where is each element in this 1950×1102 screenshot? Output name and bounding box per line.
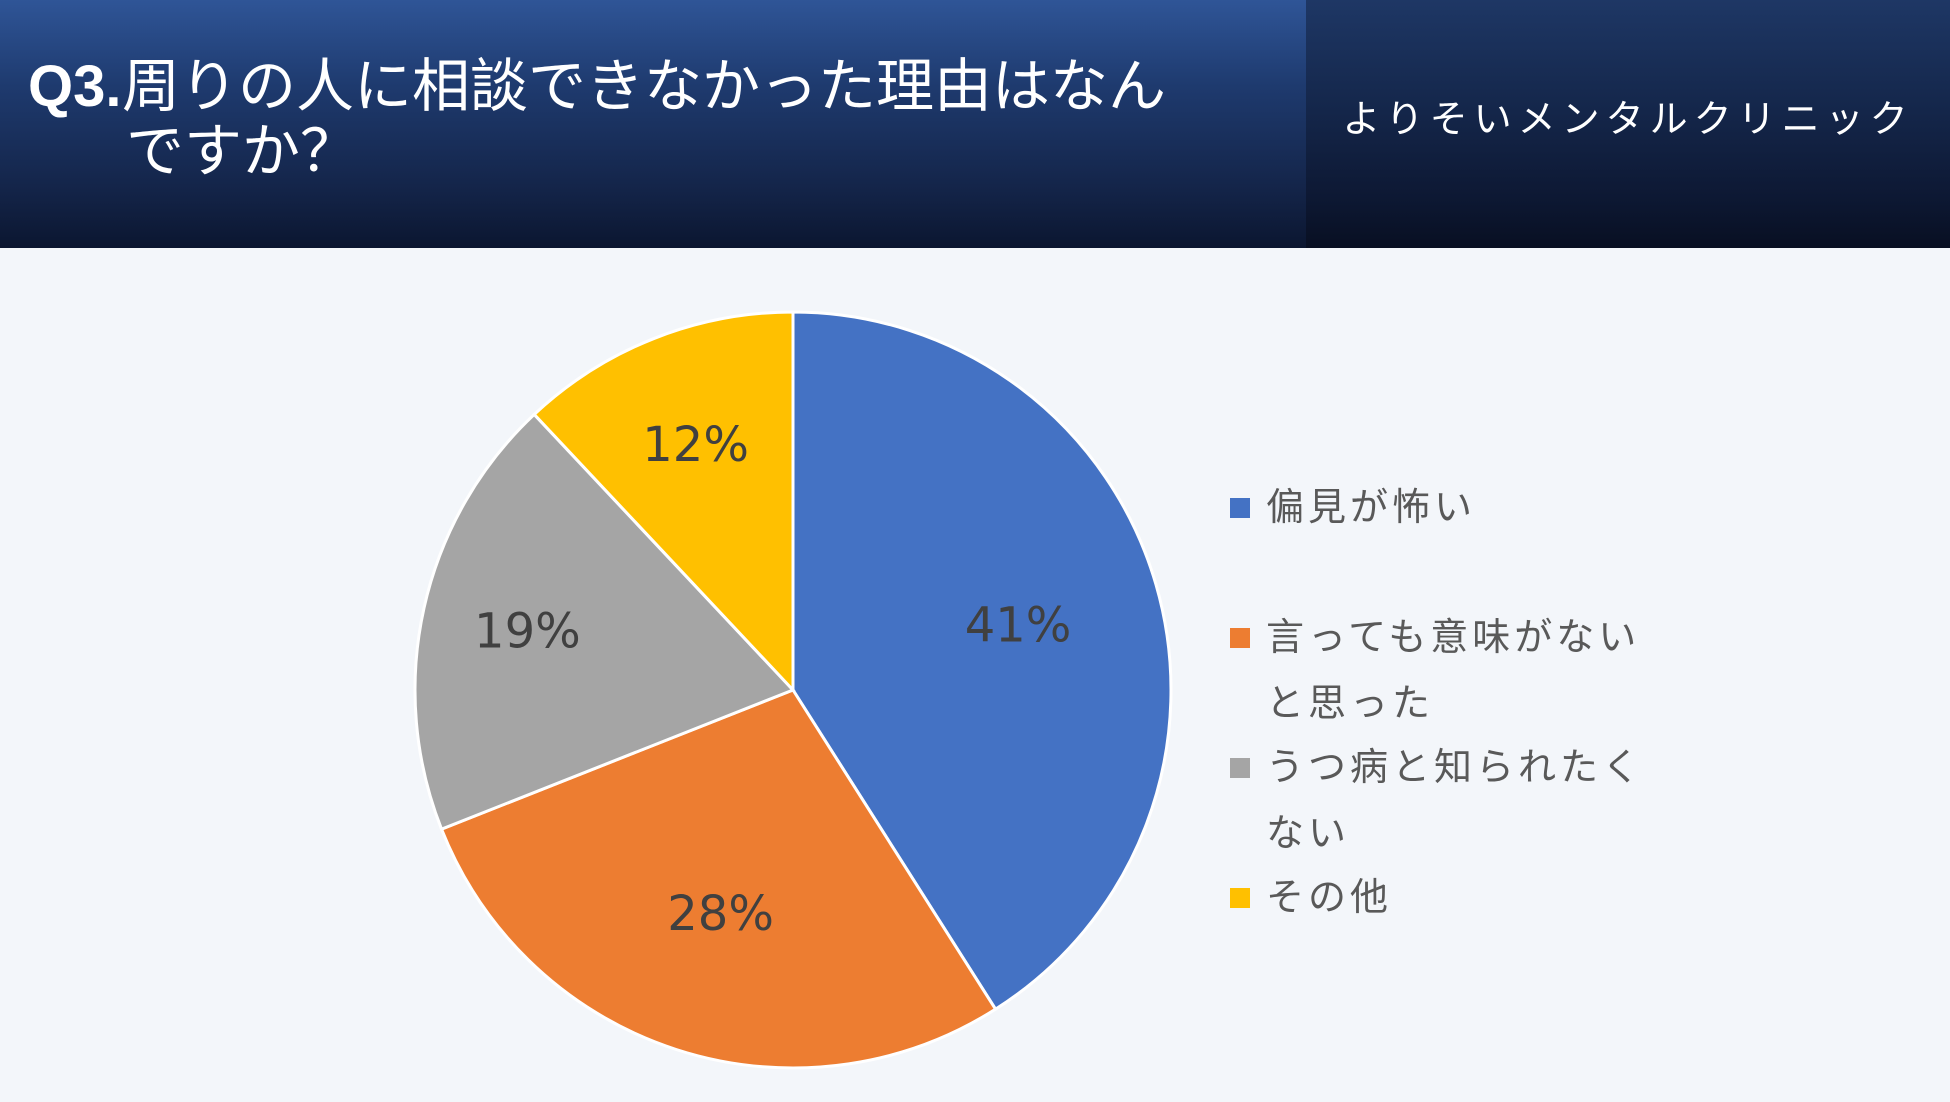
- pie-slices: [413, 310, 1173, 1070]
- pie-data-label: 12%: [642, 417, 749, 473]
- legend-label-line2: ない: [1266, 811, 1351, 855]
- legend-swatch-gray: [1230, 758, 1250, 778]
- pie-data-label: 19%: [474, 604, 581, 660]
- legend-label-line1: その他: [1266, 875, 1393, 919]
- pie-slice-pointless: [439, 688, 998, 1070]
- pie-data-labels: 41% 28% 19% 12%: [474, 417, 1071, 942]
- legend-label: 偏見が怖い: [1266, 474, 1666, 540]
- legend-label-line1: 言っても意味がない: [1266, 615, 1641, 659]
- legend-label: 言っても意味がない と思った: [1266, 604, 1666, 736]
- page-title: Q3.周りの人に相談できなかった理由はなん ですか？: [28, 54, 1278, 183]
- legend-label-line1: うつ病と知られたく: [1266, 745, 1645, 789]
- title-line-2: ですか？: [126, 117, 359, 185]
- question-number: Q3.: [28, 54, 122, 119]
- pie-data-label: 28%: [667, 886, 774, 942]
- legend-label-line1: 偏見が怖い: [1266, 485, 1477, 529]
- legend-label-line2: と思った: [1266, 681, 1435, 725]
- legend-swatch-orange: [1230, 628, 1250, 648]
- clinic-name: よりそいメンタルクリニック: [1342, 97, 1914, 141]
- pie-slice-depression: [413, 412, 796, 832]
- legend-label: その他: [1266, 864, 1666, 930]
- legend-swatch-yellow: [1230, 888, 1250, 908]
- legend-label: うつ病と知られたく ない: [1266, 734, 1666, 866]
- legend-swatch-blue: [1230, 498, 1250, 518]
- brand-panel: [1306, 0, 1950, 248]
- header-banner: Q3.周りの人に相談できなかった理由はなん ですか？ よりそいメンタルクリニック: [0, 0, 1950, 248]
- pie-slice-prejudice: [791, 310, 1173, 1012]
- pie-slice-other: [532, 310, 795, 694]
- pie-data-label: 41%: [965, 598, 1072, 654]
- title-line-1: 周りの人に相談できなかった理由はなん: [122, 52, 1167, 120]
